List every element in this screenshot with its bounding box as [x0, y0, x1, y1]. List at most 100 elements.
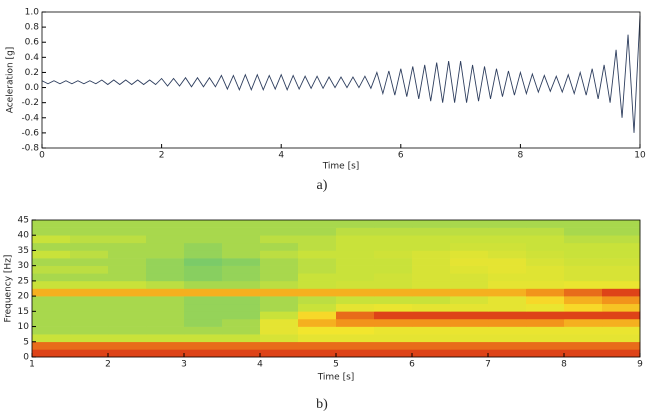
heat-cell: [450, 220, 489, 228]
heat-cell: [564, 220, 603, 228]
heat-cell: [336, 265, 375, 274]
y-tick-label: 0.4: [25, 53, 40, 63]
heat-cell: [260, 280, 299, 289]
heat-cell: [488, 220, 527, 228]
heat-cell: [412, 326, 451, 335]
heat-cell: [108, 220, 147, 228]
heat-cell: [526, 334, 565, 343]
heat-cell: [70, 296, 109, 305]
heat-cell: [412, 273, 451, 282]
heat-cell: [70, 273, 109, 282]
heat-cell: [488, 326, 527, 335]
heat-cell: [70, 227, 109, 236]
heat-cell: [222, 235, 261, 244]
heat-cell: [488, 318, 527, 327]
heat-cell: [298, 242, 337, 251]
heat-cell: [222, 265, 261, 274]
heat-cell: [146, 334, 185, 343]
heat-cell: [222, 242, 261, 251]
heat-cell: [564, 242, 603, 251]
heat-cell: [108, 349, 147, 358]
heat-cell: [412, 334, 451, 343]
heat-cell: [184, 220, 223, 228]
heat-cell: [336, 341, 375, 350]
heat-cell: [526, 288, 565, 297]
heat-cell: [298, 326, 337, 335]
heat-cell: [564, 326, 603, 335]
heat-cell: [298, 220, 337, 228]
heat-cell: [412, 303, 451, 312]
heat-cell: [298, 296, 337, 305]
heat-cell: [336, 318, 375, 327]
heat-cell: [564, 265, 603, 274]
y-tick-label: 0.0: [25, 83, 40, 93]
heat-cell: [488, 296, 527, 305]
y-tick-label: -0.4: [21, 113, 39, 123]
heat-cell: [412, 235, 451, 244]
heat-cell: [450, 326, 489, 335]
heat-cell: [450, 303, 489, 312]
heat-cell: [184, 349, 223, 358]
heat-cell: [602, 265, 641, 274]
x-tick-label: 8: [518, 151, 524, 161]
heat-cell: [336, 311, 375, 320]
heat-cell: [526, 311, 565, 320]
heat-cell: [602, 311, 641, 320]
heat-cell: [602, 258, 641, 266]
heat-cell: [32, 296, 71, 305]
heat-cell: [32, 349, 71, 358]
heat-cell: [32, 242, 71, 251]
heat-cell: [146, 296, 185, 305]
heat-cell: [70, 318, 109, 327]
heat-cell: [488, 334, 527, 343]
heat-cell: [602, 227, 641, 236]
heat-cell: [184, 227, 223, 236]
heat-cell: [374, 273, 413, 282]
heat-cell: [336, 334, 375, 343]
heat-cell: [32, 303, 71, 312]
heat-cell: [526, 280, 565, 289]
heat-cell: [146, 318, 185, 327]
heat-cell: [374, 235, 413, 244]
caption: a): [317, 178, 328, 193]
heat-cell: [146, 220, 185, 228]
x-tick-label: 5: [333, 360, 339, 370]
heat-cell: [260, 334, 299, 343]
heat-cell: [222, 334, 261, 343]
heat-cell: [336, 349, 375, 358]
heat-cell: [108, 326, 147, 335]
heat-cell: [450, 235, 489, 244]
heat-cell: [526, 250, 565, 259]
heat-cell: [32, 258, 71, 266]
heat-cell: [184, 311, 223, 320]
heat-cell: [146, 250, 185, 259]
heat-cell: [564, 288, 603, 297]
heat-cell: [222, 220, 261, 228]
heat-cell: [488, 280, 527, 289]
heat-cell: [374, 258, 413, 266]
heat-cell: [412, 242, 451, 251]
y-tick-label: 5: [23, 337, 29, 347]
y-tick-label: 30: [18, 261, 30, 271]
heat-cell: [526, 220, 565, 228]
heat-cell: [32, 318, 71, 327]
heat-cell: [374, 334, 413, 343]
heat-cell: [108, 341, 147, 350]
heat-cell: [412, 349, 451, 358]
heat-cell: [336, 258, 375, 266]
heat-cell: [602, 273, 641, 282]
heat-cell: [450, 349, 489, 358]
heat-cell: [260, 318, 299, 327]
heat-cell: [184, 334, 223, 343]
heat-cell: [108, 258, 147, 266]
heat-cell: [32, 288, 71, 297]
heat-cell: [602, 349, 641, 358]
heat-cell: [222, 258, 261, 266]
heat-cell: [184, 318, 223, 327]
heat-cell: [70, 258, 109, 266]
heat-cell: [526, 242, 565, 251]
heat-cell: [298, 303, 337, 312]
heat-cell: [146, 349, 185, 358]
heat-cell: [526, 227, 565, 236]
heat-cell: [564, 258, 603, 266]
